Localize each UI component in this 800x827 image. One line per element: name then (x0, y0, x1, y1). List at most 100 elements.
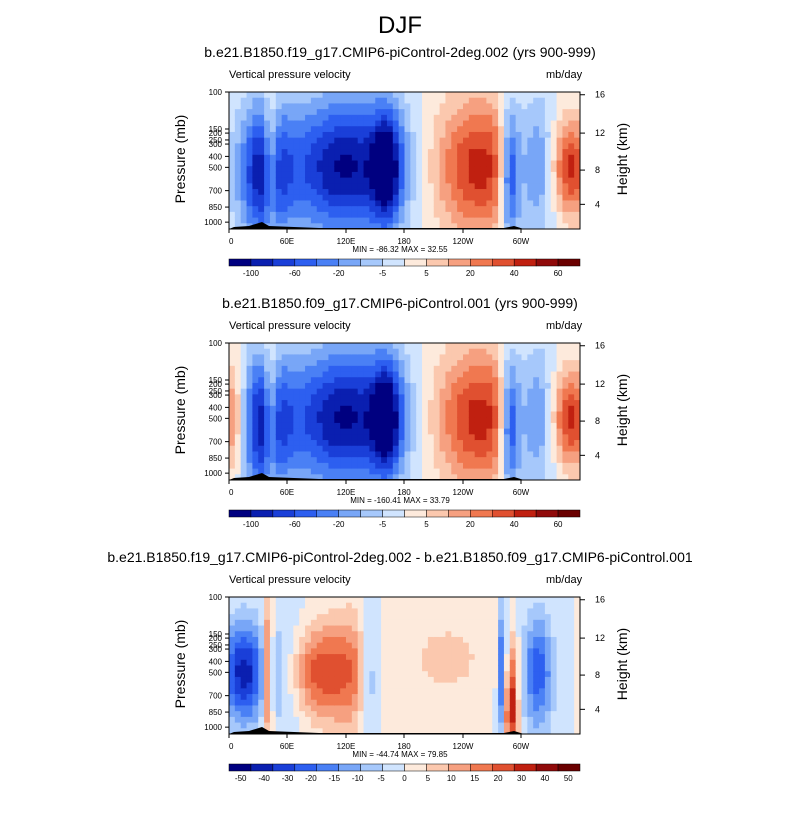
heatmap-cell (416, 451, 423, 458)
heatmap-cell (574, 206, 581, 213)
heatmap-cell (229, 716, 236, 724)
heatmap-cell (351, 474, 359, 481)
heatmap-cell (269, 200, 277, 207)
heatmap-cell (369, 223, 376, 230)
heatmap-cell (410, 671, 417, 678)
heatmap-cell (293, 619, 300, 627)
heatmap-cell (463, 348, 470, 355)
heatmap-cell (234, 92, 242, 99)
heatmap-cell (269, 671, 277, 678)
heatmap-cell (539, 619, 546, 627)
heatmap-cell (375, 422, 382, 430)
heatmap-cell (386, 114, 394, 122)
heatmap-cell (457, 388, 464, 395)
heatmap-cell (258, 636, 265, 644)
heatmap-cell (527, 440, 534, 447)
heatmap-cell (550, 120, 558, 127)
heatmap-cell (568, 343, 575, 350)
heatmap-cell (527, 394, 534, 401)
heatmap-cell (334, 177, 341, 184)
heatmap-cell (509, 434, 517, 441)
heatmap-cell (375, 608, 382, 615)
heatmap-cell (463, 659, 470, 666)
heatmap-cell (246, 428, 253, 435)
heatmap-cell (340, 377, 347, 384)
heatmap-cell (392, 682, 400, 689)
heatmap-cell (486, 388, 493, 395)
heatmap-cell (234, 103, 242, 110)
heatmap-cell (427, 171, 435, 179)
heatmap-cell (234, 160, 242, 167)
heatmap-cell (521, 92, 528, 99)
heatmap-cell (451, 217, 458, 224)
heatmap-cell (316, 365, 324, 373)
heatmap-cell (346, 474, 353, 481)
heatmap-cell (346, 114, 353, 122)
heatmap-cell (258, 109, 265, 116)
heatmap-cell (322, 665, 329, 672)
heatmap-cell (392, 417, 400, 424)
heatmap-cell (252, 149, 259, 156)
heatmap-cell (463, 688, 470, 695)
heatmap-cell (246, 671, 253, 678)
heatmap-cell (386, 177, 394, 184)
heatmap-cell (240, 382, 248, 390)
panel2-variable-label: Vertical pressure velocity (229, 320, 351, 332)
x-tick-label: 180 (397, 237, 411, 246)
heatmap-cell (328, 665, 335, 672)
heatmap-cell (386, 206, 394, 213)
heatmap-cell (369, 394, 376, 401)
heatmap-cell (369, 377, 376, 384)
heatmap-cell (439, 711, 446, 718)
heatmap-cell (550, 457, 558, 464)
heatmap-cell (386, 171, 394, 179)
heatmap-cell (275, 682, 283, 689)
heatmap-cell (386, 625, 394, 632)
heatmap-cell (568, 462, 575, 470)
colorbar-label: -60 (289, 269, 301, 278)
heatmap-cell (544, 211, 552, 219)
heatmap-cell (340, 206, 347, 213)
heatmap-cell (351, 114, 359, 122)
heatmap-cell (503, 365, 511, 373)
heatmap-cell (322, 602, 329, 609)
heatmap-cell (492, 636, 499, 644)
heatmap-cell (410, 114, 417, 122)
heatmap-cell (515, 154, 522, 161)
heatmap-cell (293, 189, 300, 196)
heatmap-cell (340, 137, 347, 144)
heatmap-cell (357, 211, 365, 219)
heatmap-cell (275, 211, 283, 219)
heatmap-cell (486, 348, 493, 355)
heatmap-cell (346, 451, 353, 458)
heatmap-cell (363, 659, 370, 666)
heatmap-cell (515, 120, 522, 127)
colorbar-label: 50 (564, 774, 573, 783)
heatmap-cell (334, 388, 341, 395)
heatmap-cell (463, 602, 470, 609)
heatmap-cell (363, 665, 370, 672)
heatmap-cell (463, 189, 470, 196)
heatmap-cell (568, 183, 575, 190)
heatmap-cell (463, 137, 470, 144)
heatmap-cell (451, 625, 458, 632)
heatmap-cell (445, 654, 452, 661)
heatmap-cell (293, 400, 300, 407)
colorbar-label: 40 (510, 520, 519, 529)
heatmap-cell (310, 648, 318, 655)
heatmap-cell (544, 636, 552, 644)
heatmap-cell (433, 154, 441, 161)
heatmap-cell (287, 457, 294, 464)
heatmap-cell (509, 109, 517, 116)
heatmap-cell (503, 360, 511, 367)
heatmap-cell (357, 149, 365, 156)
heatmap-cell (486, 474, 493, 481)
heatmap-cell (515, 223, 522, 230)
heatmap-cell (246, 365, 253, 373)
heatmap-cell (322, 160, 329, 167)
heatmap-cell (422, 154, 429, 161)
heatmap-cell (550, 131, 558, 139)
heatmap-cell (474, 348, 482, 355)
heatmap-cell (492, 371, 499, 378)
heatmap-cell (310, 659, 318, 666)
